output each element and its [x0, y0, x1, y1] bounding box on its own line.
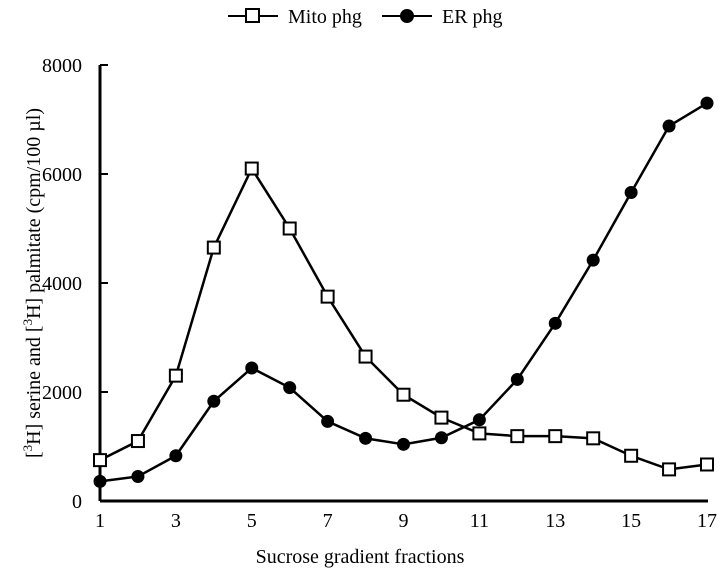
data-point: [93, 474, 107, 488]
data-point: [207, 394, 221, 408]
data-point: [510, 372, 524, 386]
data-point: [586, 431, 601, 446]
legend: Mito phg ER phg: [228, 6, 503, 28]
y-tick-label: 8000: [42, 55, 82, 77]
data-point: [548, 429, 563, 444]
series-er-phg: [93, 96, 714, 488]
data-point: [662, 462, 677, 477]
data-point: [358, 349, 373, 364]
data-point: [131, 469, 145, 483]
open-square-marker-icon: [245, 8, 260, 23]
series-line: [99, 102, 708, 483]
y-tick-label: 2000: [42, 382, 82, 404]
data-point: [245, 361, 259, 375]
x-tick-label: 5: [247, 510, 257, 532]
data-point: [586, 253, 600, 267]
data-point: [244, 161, 259, 176]
data-point: [206, 240, 221, 255]
data-point: [169, 449, 183, 463]
data-point: [397, 437, 410, 451]
data-point: [472, 413, 486, 427]
x-axis-label: Sucrose gradient fractions: [256, 546, 465, 568]
legend-item-mito: Mito phg: [228, 6, 362, 28]
legend-item-er: ER phg: [382, 6, 503, 28]
data-point: [662, 119, 676, 133]
data-point: [624, 186, 638, 200]
x-tick-label: 11: [470, 510, 489, 532]
data-point: [168, 368, 183, 383]
x-tick-label: 15: [621, 510, 641, 532]
data-point: [700, 457, 714, 472]
legend-label-mito: Mito phg: [288, 6, 362, 28]
filled-circle-marker-icon: [400, 9, 414, 23]
data-point: [283, 381, 297, 395]
y-tick-label: 4000: [42, 273, 82, 295]
data-point: [548, 316, 562, 330]
y-tick-label: 0: [72, 491, 82, 513]
data-point: [321, 414, 335, 428]
data-point: [282, 221, 297, 236]
x-tick-label: 17: [697, 510, 717, 532]
y-tick-label: 6000: [42, 164, 82, 186]
x-tick-label: 9: [399, 510, 409, 532]
x-tick-label: 1: [95, 510, 105, 532]
y-axis-label: [3H] serine and [3H] palmitate (cpm/100 …: [20, 108, 45, 458]
x-tick-label: 3: [171, 510, 181, 532]
data-point: [472, 426, 487, 441]
x-tick-label: 13: [545, 510, 565, 532]
series-line: [99, 165, 708, 471]
data-point: [700, 96, 714, 110]
data-point: [510, 429, 525, 444]
data-point: [93, 453, 107, 468]
x-tick-label: 7: [323, 510, 333, 532]
data-point: [624, 448, 639, 463]
series-mito-phg: [93, 161, 714, 477]
data-point: [359, 431, 373, 445]
data-point: [434, 431, 448, 445]
data-point: [434, 410, 449, 425]
data-point: [320, 289, 335, 304]
data-point: [396, 387, 411, 402]
data-point: [130, 434, 145, 449]
legend-label-er: ER phg: [442, 6, 503, 28]
